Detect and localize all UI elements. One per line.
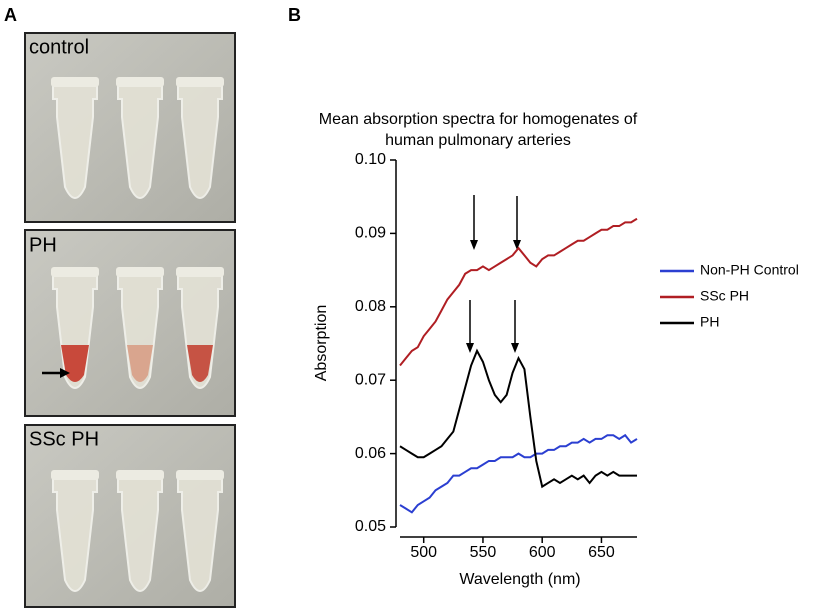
annotation-arrowheads <box>466 240 521 353</box>
legend-label: PH <box>700 314 719 330</box>
chart-title: Mean absorption spectra for homogenates … <box>319 111 638 128</box>
x-tick-label: 550 <box>470 544 497 561</box>
photo-ph: PH <box>24 229 236 417</box>
y-tick-label: 0.09 <box>355 225 386 242</box>
photo-label: control <box>29 36 89 58</box>
y-tick-label: 0.08 <box>355 298 386 315</box>
chart: Mean absorption spectra for homogenates … <box>313 111 638 588</box>
photo-control: control <box>24 32 236 223</box>
x-tick-label: 650 <box>588 544 615 561</box>
y-tick-label: 0.10 <box>355 151 386 168</box>
series-line <box>399 217 638 367</box>
legend-label: SSc PH <box>700 288 749 304</box>
photo-ssc-ph: SSc PH <box>24 424 236 608</box>
x-axis-title: Wavelength (nm) <box>459 571 580 588</box>
series-line <box>399 348 637 489</box>
y-tick-label: 0.06 <box>355 445 386 462</box>
y-tick-label: 0.05 <box>355 518 386 535</box>
series-line <box>399 433 638 514</box>
photo-label: SSc PH <box>29 428 99 450</box>
panel-label: A <box>4 5 17 25</box>
x-tick-label: 500 <box>410 544 437 561</box>
y-tick-label: 0.07 <box>355 371 386 388</box>
y-axis-title: Absorption <box>313 305 330 382</box>
panel-label: B <box>288 5 301 25</box>
annotation-arrows <box>469 195 518 346</box>
legend-label: Non-PH Control <box>700 262 799 278</box>
photo-label: PH <box>29 234 57 256</box>
chart-title: human pulmonary arteries <box>385 132 571 149</box>
x-tick-label: 600 <box>529 544 556 561</box>
